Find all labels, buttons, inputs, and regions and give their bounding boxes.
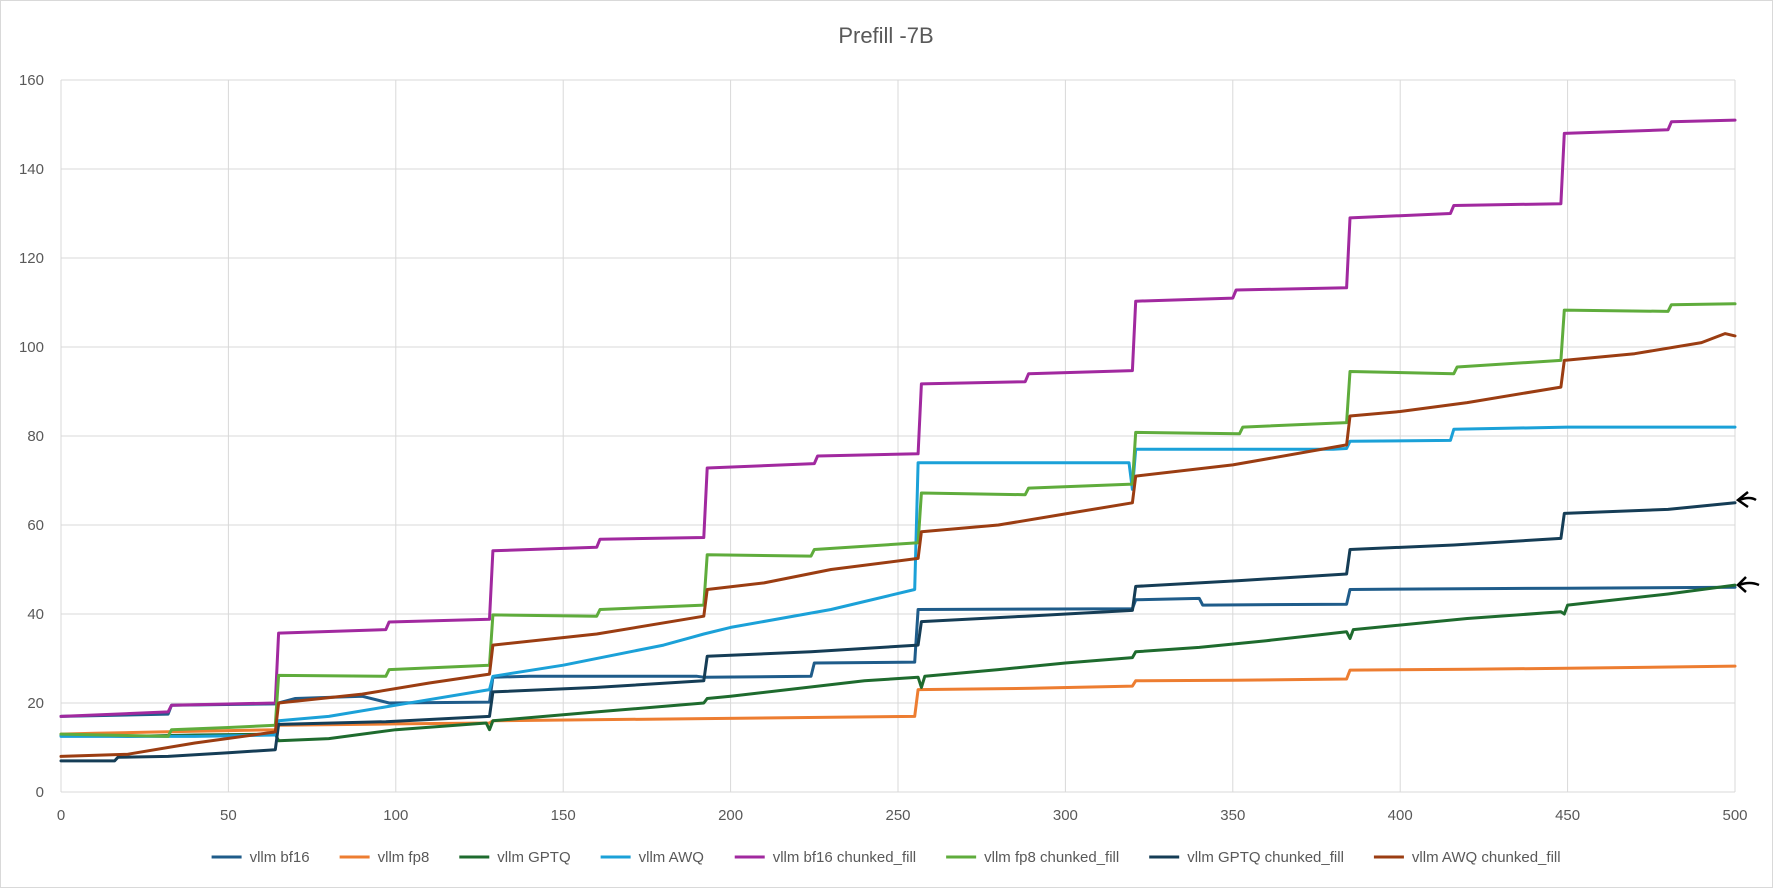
y-axis-tick-labels: 0 20 40 60 80 100 120 140 160 bbox=[19, 72, 44, 801]
series-line-vllm-awq bbox=[59, 425, 1737, 738]
legend: vllm bf16 vllm fp8 vllm GPTQ vllm AWQ vllm b… bbox=[211, 849, 1561, 866]
x-tick-label: 200 bbox=[718, 807, 743, 824]
legend-item: vllm GPTQ bbox=[459, 849, 571, 866]
x-tick-label: 50 bbox=[220, 807, 237, 824]
y-tick-label: 20 bbox=[27, 695, 44, 712]
y-tick-label: 160 bbox=[19, 72, 44, 89]
legend-item: vllm AWQ chunked_fill bbox=[1373, 849, 1561, 866]
y-tick-label: 60 bbox=[27, 517, 44, 534]
series-lines bbox=[59, 118, 1737, 763]
y-tick-label: 120 bbox=[19, 250, 44, 267]
annotations bbox=[1735, 491, 1760, 593]
x-tick-label: 450 bbox=[1555, 807, 1580, 824]
legend-item: vllm bf16 chunked_fill bbox=[734, 849, 916, 866]
x-tick-label: 300 bbox=[1053, 807, 1078, 824]
legend-item: vllm bf16 bbox=[211, 849, 310, 866]
legend-label: vllm bf16 bbox=[250, 849, 310, 866]
chart-title: Prefill -7B bbox=[838, 23, 933, 48]
legend-label: vllm fp8 chunked_fill bbox=[984, 849, 1119, 866]
x-tick-label: 0 bbox=[57, 807, 65, 824]
x-tick-label: 150 bbox=[551, 807, 576, 824]
legend-label: vllm bf16 chunked_fill bbox=[773, 849, 916, 866]
arrow-annotation-gptq bbox=[1736, 576, 1760, 593]
series-line-vllm-awq-chunked-fill bbox=[59, 332, 1737, 758]
y-tick-label: 100 bbox=[19, 339, 44, 356]
x-tick-label: 400 bbox=[1388, 807, 1413, 824]
legend-label: vllm AWQ bbox=[639, 849, 704, 866]
x-tick-label: 100 bbox=[383, 807, 408, 824]
y-tick-label: 0 bbox=[36, 784, 44, 801]
legend-item: vllm GPTQ chunked_fill bbox=[1149, 849, 1344, 866]
legend-item: vllm AWQ bbox=[600, 849, 704, 866]
y-tick-label: 80 bbox=[27, 428, 44, 445]
y-tick-label: 40 bbox=[27, 606, 44, 623]
x-axis-tick-labels: 0 50 100 150 200 250 300 350 400 450 500 bbox=[57, 807, 1748, 824]
x-tick-label: 350 bbox=[1220, 807, 1245, 824]
series-line-vllm-bf16-chunked-fill bbox=[59, 118, 1737, 718]
x-tick-label: 500 bbox=[1722, 807, 1747, 824]
series-line-vllm-gptq-chunked-fill bbox=[59, 501, 1737, 763]
arrow-annotation-gptq-chunked bbox=[1735, 491, 1757, 509]
legend-item: vllm fp8 bbox=[339, 849, 430, 866]
gridlines bbox=[60, 79, 1736, 793]
legend-item: vllm fp8 chunked_fill bbox=[946, 849, 1119, 866]
series-line-vllm-fp8-chunked-fill bbox=[59, 302, 1737, 738]
series-line-vllm-gptq bbox=[59, 583, 1737, 743]
legend-label: vllm AWQ chunked_fill bbox=[1412, 849, 1561, 866]
legend-label: vllm GPTQ bbox=[497, 849, 570, 866]
x-tick-label: 250 bbox=[885, 807, 910, 824]
legend-label: vllm GPTQ chunked_fill bbox=[1187, 849, 1344, 866]
legend-label: vllm fp8 bbox=[378, 849, 430, 866]
y-tick-label: 140 bbox=[19, 161, 44, 178]
